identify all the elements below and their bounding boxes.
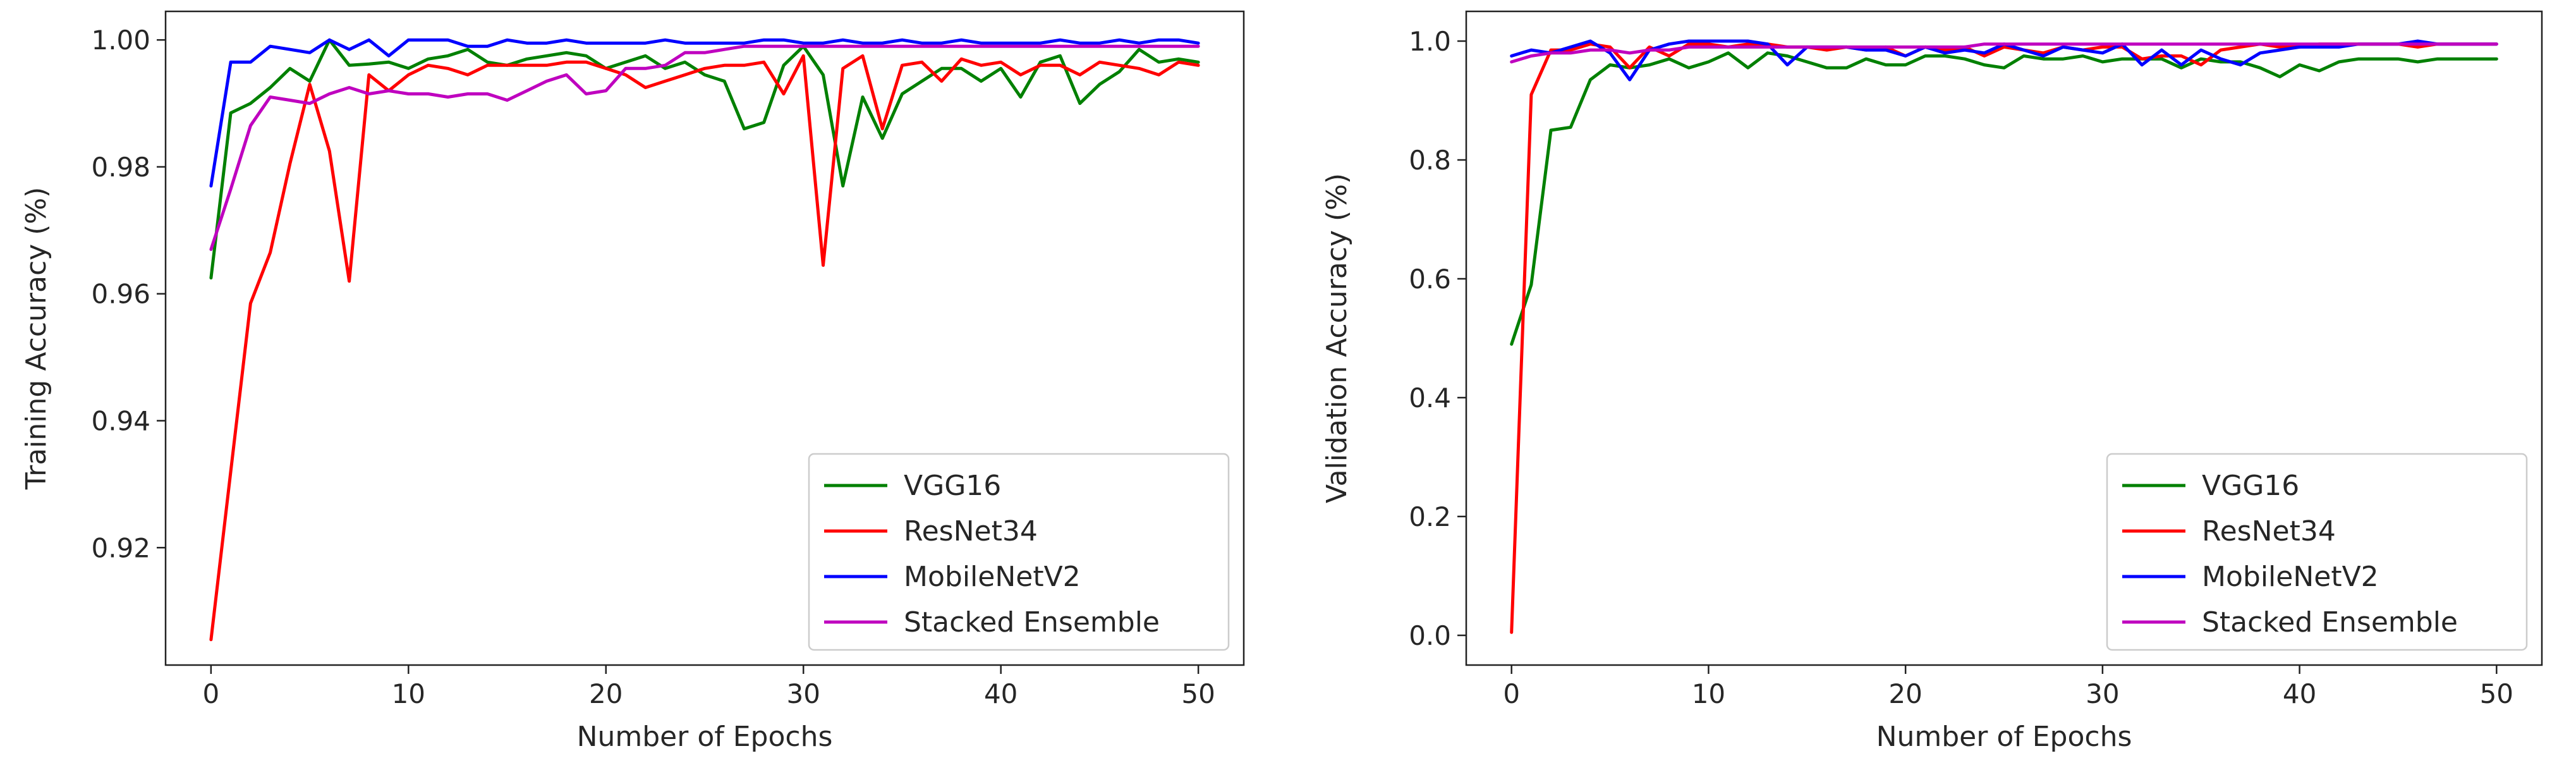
x-tick-label: 50 xyxy=(1181,678,1215,709)
y-tick-label: 0.6 xyxy=(1409,264,1451,295)
y-axis-label: Training Accuracy (%) xyxy=(20,187,52,491)
legend-label-resnet34: ResNet34 xyxy=(2202,515,2336,547)
legend: VGG16 ResNet34 MobileNetV2 Stacked Ensemble xyxy=(808,453,1230,651)
y-tick-label: 1.00 xyxy=(91,25,150,56)
x-tick-label: 40 xyxy=(2283,678,2316,709)
y-tick-label: 0.4 xyxy=(1409,382,1451,413)
y-tick-label: 0.2 xyxy=(1409,501,1451,532)
y-tick-label: 0.8 xyxy=(1409,145,1451,176)
x-tick-label: 30 xyxy=(787,678,820,709)
x-tick-label: 50 xyxy=(2480,678,2513,709)
x-tick-label: 30 xyxy=(2086,678,2119,709)
chart-panel-2: 0 10 20 30 40 50 0.0 0.2 0.4 0.6 0.8 1.0 Number of E… xyxy=(1321,10,2543,753)
series-line-stacked-ensemble xyxy=(209,44,1200,251)
y-axis-label: Validation Accuracy (%) xyxy=(1321,173,1353,503)
x-tick-label: 0 xyxy=(1503,678,1520,709)
x-tick-label: 0 xyxy=(202,678,219,709)
x-axis-label: Number of Epochs xyxy=(1876,721,2132,753)
legend-box xyxy=(808,453,1230,651)
y-tick-label: 0.94 xyxy=(91,406,150,437)
y-tick-label: 1.0 xyxy=(1409,26,1451,57)
x-tick-label: 10 xyxy=(392,678,425,709)
x-tick-label: 20 xyxy=(1888,678,1922,709)
series-line-vgg16 xyxy=(1510,51,2498,346)
legend-label-vgg16: VGG16 xyxy=(2202,470,2299,502)
legend-label-mobilenetv2: MobileNetV2 xyxy=(904,561,1081,593)
chart-panel-1: 0 10 20 30 40 50 0.92 0.94 0.96 0.98 1.00 Number of… xyxy=(20,10,1245,753)
x-tick-label: 40 xyxy=(984,678,1018,709)
legend-box xyxy=(2106,453,2528,651)
axes-frame xyxy=(164,10,1245,666)
legend-label-stacked-ensemble: Stacked Ensemble xyxy=(904,606,1160,639)
series-line-vgg16 xyxy=(209,38,1200,280)
y-tick-label: 0.0 xyxy=(1409,620,1451,651)
series-line-stacked-ensemble xyxy=(1510,42,2498,64)
legend: VGG16 ResNet34 MobileNetV2 Stacked Ensemble xyxy=(2106,453,2528,651)
legend-label-stacked-ensemble: Stacked Ensemble xyxy=(2202,606,2458,639)
x-axis-label: Number of Epochs xyxy=(577,721,833,753)
x-tick-label: 10 xyxy=(1692,678,1725,709)
y-tick-label: 0.92 xyxy=(91,532,150,563)
legend-label-mobilenetv2: MobileNetV2 xyxy=(2202,561,2379,593)
series-line-mobilenetv2 xyxy=(209,38,1200,188)
plot-area xyxy=(209,38,1200,642)
axes-frame xyxy=(1465,10,2543,666)
y-tick-label: 0.98 xyxy=(91,152,150,183)
legend-label-resnet34: ResNet34 xyxy=(904,515,1038,547)
plot-area xyxy=(1510,39,2498,634)
series-line-resnet34 xyxy=(209,54,1200,642)
x-tick-label: 20 xyxy=(589,678,623,709)
legend-label-vgg16: VGG16 xyxy=(904,470,1001,502)
y-tick-label: 0.96 xyxy=(91,279,150,310)
